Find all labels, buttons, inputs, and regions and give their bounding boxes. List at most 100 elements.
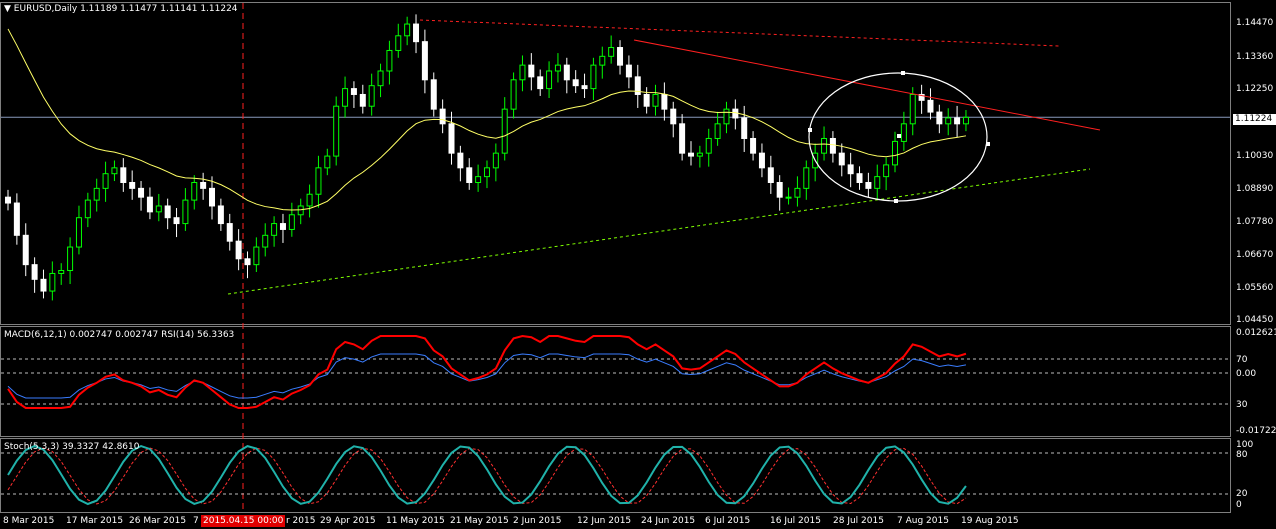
price-tick: 1.08890 — [1236, 184, 1274, 194]
candle-body — [271, 223, 278, 236]
candle-body — [918, 93, 925, 101]
candle-body — [209, 187, 216, 207]
time-tick: 29 Apr 2015 — [320, 516, 376, 526]
price-tick: 1.10030 — [1236, 151, 1274, 161]
time-tick: 6 Jul 2015 — [705, 516, 751, 526]
candle-body — [501, 108, 508, 154]
ellipse-handle — [808, 128, 812, 132]
candle-body — [324, 155, 331, 169]
macd-label: MACD(6,12,1) 0.002747 0.002747 RSI(14) 5… — [4, 330, 235, 340]
candle-body — [750, 137, 757, 154]
candle-body — [93, 187, 100, 201]
candle-body — [368, 85, 375, 107]
candle-body — [120, 167, 127, 183]
ellipse-handle — [894, 199, 898, 203]
time-tick: 7 — [193, 516, 199, 526]
candle-body — [475, 176, 482, 183]
price-tick: 1.06670 — [1236, 250, 1274, 260]
candle-body — [776, 181, 783, 198]
candle-body — [173, 217, 180, 225]
candle-body — [874, 176, 881, 189]
resistance-trendline — [633, 39, 1101, 131]
candle-body — [279, 223, 286, 230]
time-tick: 7 Aug 2015 — [897, 516, 949, 526]
candle-body — [466, 167, 473, 183]
candle-body — [430, 79, 437, 110]
candle-body — [49, 272, 56, 292]
macd-tick: -0.017225 — [1236, 426, 1276, 436]
macd-tick: 30 — [1236, 400, 1248, 410]
candle-body — [421, 41, 428, 81]
candle-body — [670, 108, 677, 125]
candle-body — [723, 108, 730, 125]
candle-body — [643, 93, 650, 107]
candle-body — [767, 167, 774, 183]
price-tick: 1.14470 — [1236, 18, 1274, 28]
candle-body — [22, 234, 29, 266]
candle-body — [714, 123, 721, 139]
candle-body — [359, 93, 366, 107]
stoch-tick: 20 — [1236, 489, 1248, 499]
candle-body — [581, 85, 588, 90]
ellipse-handle — [901, 71, 905, 75]
candle-body — [439, 108, 446, 125]
stochastic-pane[interactable] — [0, 438, 1231, 513]
candle-body — [696, 152, 703, 157]
stoch-tick: 0 — [1236, 500, 1242, 510]
candle-body — [803, 167, 810, 189]
time-tick: 2 Jun 2015 — [513, 516, 562, 526]
macd-rsi-pane[interactable] — [0, 326, 1231, 437]
candle-body — [67, 246, 74, 272]
candle-body — [262, 234, 269, 248]
stoch-tick: 80 — [1236, 450, 1248, 460]
candle-body — [785, 196, 792, 199]
candle-body — [342, 88, 349, 107]
candle-body — [40, 278, 47, 292]
candle-body — [599, 55, 606, 66]
candle-body — [350, 88, 357, 95]
candle-body — [572, 79, 579, 87]
candle-body — [954, 117, 961, 125]
candle-body — [962, 116, 969, 125]
candle-body — [138, 187, 145, 198]
candle-body — [936, 111, 943, 125]
time-tick: 26 Mar 2015 — [129, 516, 187, 526]
rsi-line — [7, 353, 967, 399]
candle-body — [253, 246, 260, 266]
candle-body — [909, 93, 916, 125]
candle-body — [758, 152, 765, 169]
candle-body — [288, 214, 295, 230]
candle-body — [448, 123, 455, 154]
time-tick: 11 May 2015 — [386, 516, 445, 526]
candle-body — [625, 64, 632, 78]
price-chart-pane[interactable] — [0, 2, 1231, 325]
triangle-down-icon[interactable]: ▼ — [4, 4, 11, 14]
candle-body — [377, 70, 384, 87]
candle-body — [306, 193, 313, 207]
time-tick: 21 May 2015 — [450, 516, 509, 526]
candle-body — [847, 164, 854, 175]
candle-body — [226, 223, 233, 242]
candle-body — [829, 137, 836, 154]
candle-body — [492, 152, 499, 169]
candle-body — [838, 152, 845, 166]
candle-body — [617, 47, 624, 66]
candle-body — [608, 47, 615, 57]
candle-body — [563, 64, 570, 81]
candle-body — [182, 199, 189, 225]
candle-body — [84, 199, 91, 219]
stoch-signal-line — [7, 447, 967, 505]
candle-body — [883, 164, 890, 178]
candle-body — [244, 258, 251, 266]
candle-body — [679, 123, 686, 154]
price-tick: 1.05560 — [1236, 283, 1274, 293]
time-tick: 12 Jun 2015 — [577, 516, 632, 526]
candle-body — [102, 173, 109, 189]
candle-body — [794, 187, 801, 198]
candle-body — [13, 202, 20, 236]
candle-body — [865, 181, 872, 189]
chart-header: ▼ EURUSD,Daily 1.11189 1.11477 1.11141 1… — [4, 4, 238, 14]
ellipse-handle — [897, 134, 901, 138]
macd-tick: 0.012621 — [1236, 328, 1276, 338]
current-price-marker: 1.11224 — [1233, 114, 1276, 125]
